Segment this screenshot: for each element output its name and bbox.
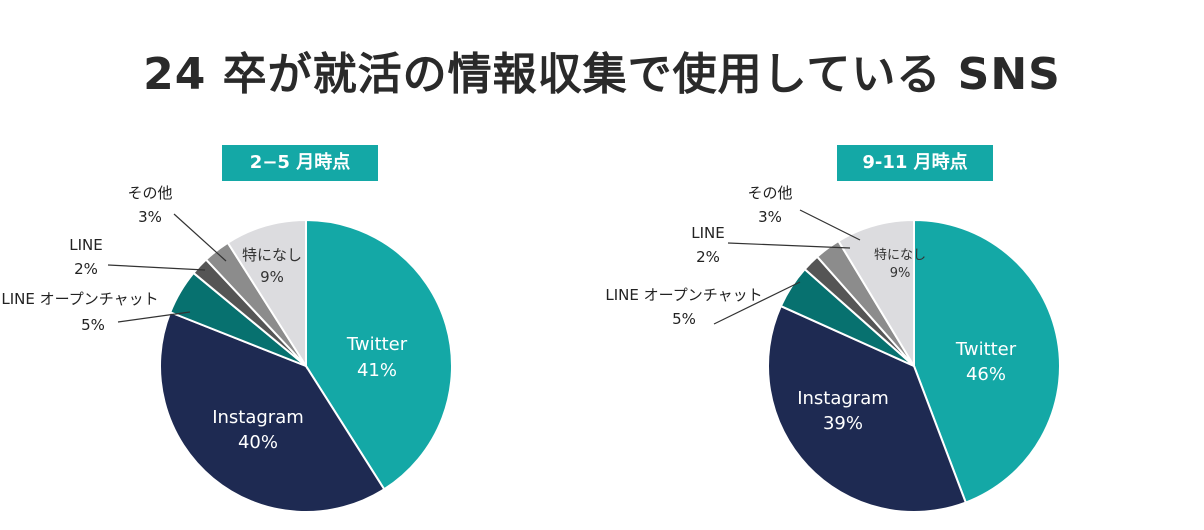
- pie2-slice-none: [837, 218, 915, 370]
- pie1-value-line-openchat: 5%: [81, 316, 105, 334]
- pie2-label-instagram: Instagram: [797, 388, 889, 409]
- pie2-slice-instagram: [767, 304, 968, 513]
- pie1-label-other: その他: [127, 184, 172, 202]
- pie1-label-line: LINE: [69, 236, 102, 254]
- pie1-label-instagram: Instagram: [212, 407, 304, 428]
- pie2-value-other: 3%: [758, 208, 782, 226]
- pie1-value-other: 3%: [138, 208, 162, 226]
- pie2-slice-twitter: [913, 218, 1061, 504]
- chart-title-period-2: 9-11 月時点: [837, 145, 993, 181]
- pie1-value-line: 2%: [74, 260, 98, 278]
- pie1-label-twitter: Twitter: [346, 334, 408, 355]
- pie1-label-none: 特になし: [242, 246, 302, 264]
- pie2-value-line-openchat: 5%: [672, 310, 696, 328]
- pie2-value-none: 9%: [890, 266, 911, 281]
- pie1-leader-other: [173, 213, 227, 262]
- pie1-value-twitter: 41%: [357, 360, 397, 381]
- pie1-leader-line-openchat: [117, 311, 191, 323]
- page-title: 24 卒が就活の情報収集で使用している SNS: [143, 49, 1061, 100]
- pie1-slice-none: [226, 218, 307, 370]
- pie1-label-line-openchat: LINE オープンチャット: [1, 290, 158, 308]
- pie2-leader-line: [727, 242, 851, 249]
- pie1-leader-line: [107, 264, 206, 271]
- pie2-value-line: 2%: [696, 248, 720, 266]
- pie2-label-twitter: Twitter: [955, 339, 1017, 360]
- pie1-slice-instagram: [159, 310, 386, 513]
- pie1-value-none: 9%: [260, 268, 284, 286]
- pie2-label-line: LINE: [691, 224, 724, 242]
- pie1-value-instagram: 40%: [238, 432, 278, 453]
- pie2-label-line-openchat: LINE オープンチャット: [605, 286, 762, 304]
- pie2-leader-line-openchat: [713, 281, 801, 325]
- pie2-leader-other: [799, 209, 861, 241]
- pie2-label-none: 特になし: [874, 248, 926, 263]
- pie2-label-other: その他: [747, 184, 792, 202]
- pie2-value-instagram: 39%: [823, 413, 863, 434]
- chart-title-period-1: 2−5 月時点: [222, 145, 378, 181]
- pie2-value-twitter: 46%: [966, 364, 1006, 385]
